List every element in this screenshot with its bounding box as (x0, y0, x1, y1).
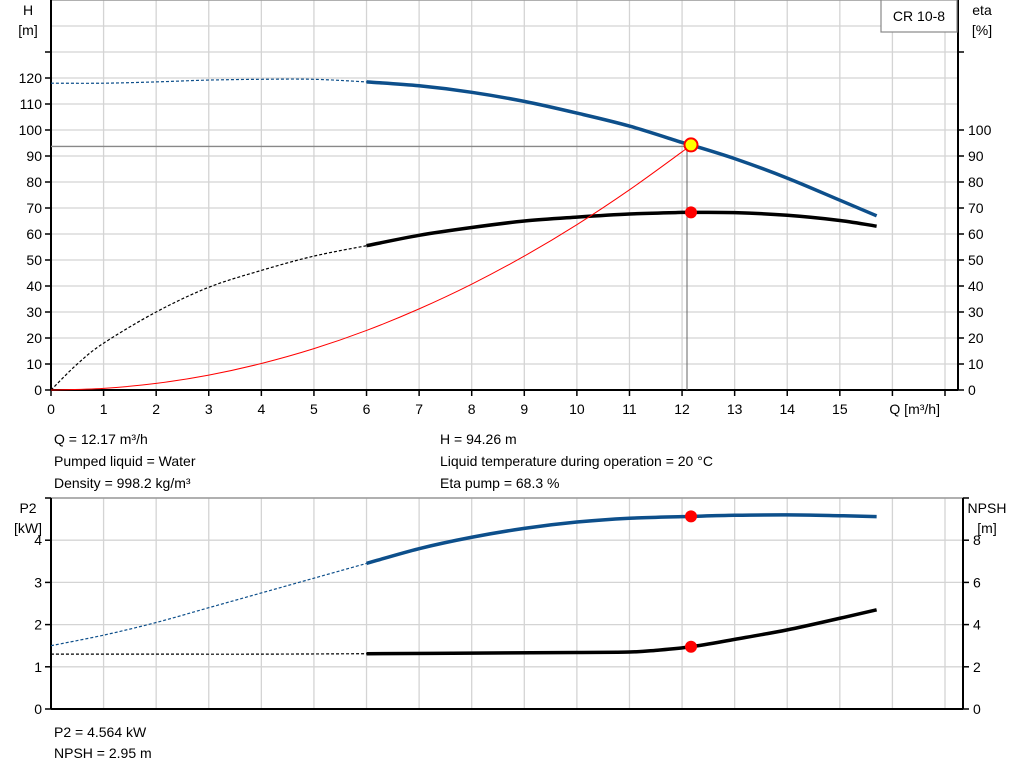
y-tick-label-left: 110 (20, 96, 43, 112)
duty-point (683, 137, 699, 153)
y-tick-label-right: 20 (968, 330, 984, 346)
x-tick-label: 1 (100, 401, 108, 417)
y-tick-label-right: 8 (973, 532, 981, 548)
x-tick-label: 5 (310, 401, 318, 417)
x-tick-label: 15 (832, 401, 848, 417)
y-tick-label-right: 40 (968, 278, 984, 294)
y-axis-unit-right: [%] (972, 22, 992, 38)
x-tick-label: 12 (674, 401, 690, 417)
y-tick-label-right: 6 (973, 574, 981, 590)
x-tick-label: 14 (779, 401, 795, 417)
y-tick-label-right: 70 (968, 200, 984, 216)
y-tick-label-right: 60 (968, 226, 984, 242)
model-label: CR 10-8 (893, 8, 945, 24)
eta-curve-dashed (50, 245, 367, 391)
y-tick-label-left: 90 (26, 148, 42, 164)
y-tick-label-left: 120 (19, 70, 43, 86)
y-axis-title-right: NPSH (968, 500, 1007, 516)
x-tick-label: 7 (415, 401, 423, 417)
x-tick-label: 9 (520, 401, 528, 417)
y-tick-label-right: 10 (968, 356, 984, 372)
x-tick-label: 8 (468, 401, 476, 417)
x-tick-label: 4 (257, 401, 265, 417)
head-curve-dashed (50, 78, 367, 84)
y-tick-label-left: 0 (34, 701, 42, 717)
info-head: H = 94.26 m (440, 431, 517, 447)
model-label-box (880, 0, 958, 33)
y-tick-label-left: 40 (26, 278, 42, 294)
y-axis-title-right: eta (972, 2, 992, 18)
npsh-curve (366, 608, 878, 656)
y-tick-label-left: 60 (26, 226, 42, 242)
y-axis-unit-left: [kW] (14, 520, 42, 536)
x-tick-label: 6 (363, 401, 371, 417)
y-axis-unit-right: [m] (977, 520, 996, 536)
y-axis-title-left: H (23, 2, 33, 18)
y-tick-label-left: 1 (34, 659, 42, 675)
x-tick-label: 2 (152, 401, 160, 417)
info-npsh: NPSH = 2.95 m (54, 745, 152, 761)
y-tick-label-left: 70 (26, 200, 42, 216)
y-tick-label-left: 80 (26, 174, 42, 190)
system-curve (50, 144, 692, 391)
x-tick-label: 0 (47, 401, 55, 417)
eta-curve (366, 210, 877, 248)
info-density: Density = 998.2 kg/m³ (54, 475, 191, 491)
y-tick-label-right: 100 (968, 122, 992, 138)
head-curve (366, 80, 878, 218)
y-tick-label-left: 10 (26, 356, 42, 372)
info-eta: Eta pump = 68.3 % (440, 475, 560, 491)
p2-curve-dashed (50, 562, 367, 647)
y-tick-label-right: 50 (968, 252, 984, 268)
y-tick-label-right: 90 (968, 148, 984, 164)
x-tick-label: 13 (727, 401, 743, 417)
x-tick-label: 10 (569, 401, 585, 417)
y-axis-unit-left: [m] (18, 22, 37, 38)
npsh-operating-point (684, 640, 697, 653)
info-liquid: Pumped liquid = Water (54, 453, 196, 469)
y-tick-label-right: 4 (973, 617, 981, 633)
info-temperature: Liquid temperature during operation = 20… (440, 453, 713, 469)
y-tick-label-left: 4 (34, 532, 42, 548)
y-axis-title-left: P2 (19, 500, 36, 516)
y-tick-label-left: 20 (26, 330, 42, 346)
x-tick-label: 11 (622, 401, 637, 417)
y-tick-label-left: 100 (19, 122, 43, 138)
p2-operating-point (684, 510, 697, 523)
y-tick-label-right: 2 (973, 659, 981, 675)
p2-curve (366, 513, 877, 566)
y-tick-label-left: 3 (34, 574, 42, 590)
y-tick-label-left: 2 (34, 617, 42, 633)
y-tick-label-right: 80 (968, 174, 984, 190)
info-flow: Q = 12.17 m³/h (54, 431, 148, 447)
y-tick-label-left: 50 (26, 252, 42, 268)
x-tick-label: 3 (205, 401, 213, 417)
y-tick-label-left: 0 (34, 382, 42, 398)
y-tick-label-left: 30 (26, 304, 42, 320)
y-tick-label-right: 0 (968, 382, 976, 398)
eta-operating-point (684, 206, 697, 219)
y-tick-label-right: 0 (973, 701, 981, 717)
y-tick-label-right: 30 (968, 304, 984, 320)
info-p2: P2 = 4.564 kW (54, 724, 147, 740)
x-axis-label: Q [m³/h] (889, 401, 940, 417)
